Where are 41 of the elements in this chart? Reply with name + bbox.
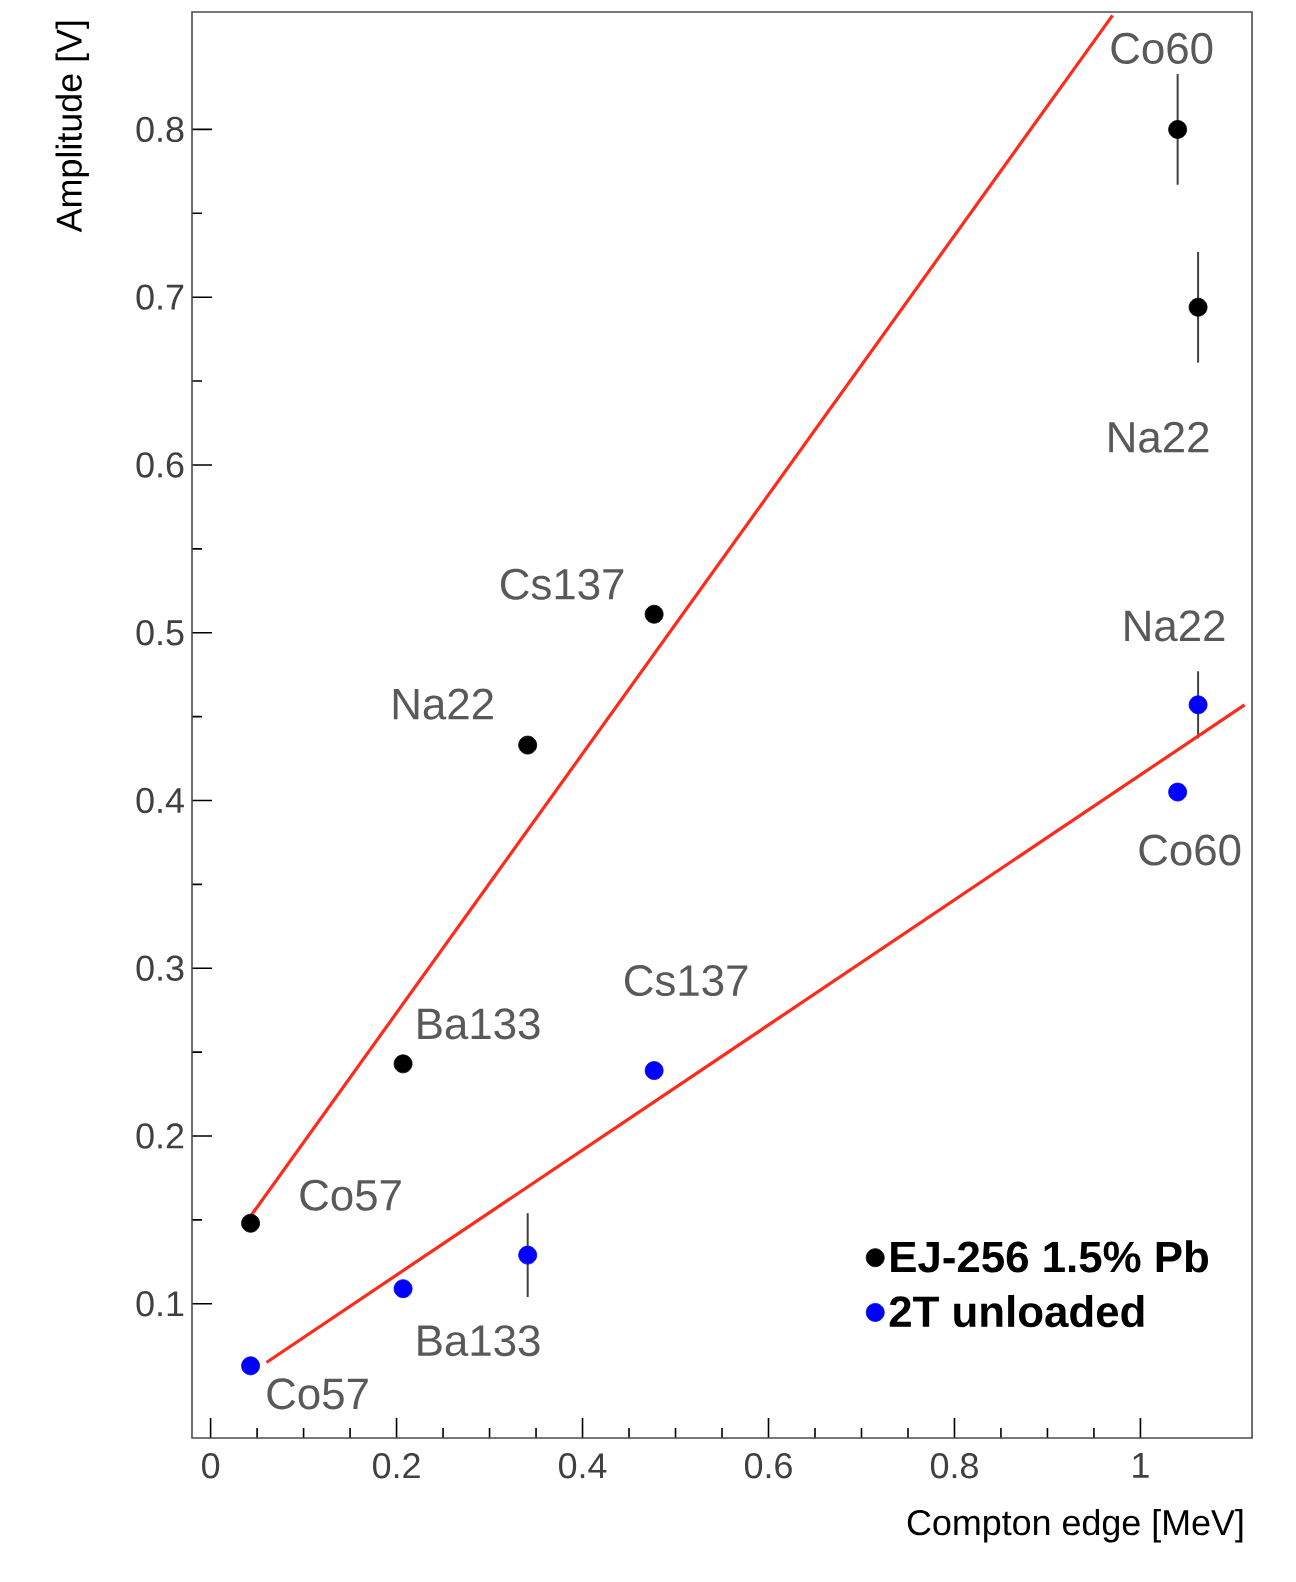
- annotation: Ba133: [418, 1325, 540, 1357]
- annotation: Co60: [1139, 834, 1241, 866]
- x-tick-label: 0.6: [744, 1453, 792, 1479]
- point: [1188, 297, 1208, 317]
- y-tick-label: 0.6: [136, 452, 184, 478]
- point: [393, 1054, 413, 1074]
- annotation: Na22: [1109, 421, 1209, 453]
- legend-label: 2T unloaded: [889, 1295, 1144, 1328]
- annotation: Cs137: [500, 568, 624, 600]
- annotation: Cs137: [624, 965, 748, 997]
- y-tick-label: 0.8: [136, 116, 184, 143]
- point: [241, 1356, 260, 1376]
- point: [644, 1061, 664, 1080]
- x-tick-label: 0.8: [930, 1453, 978, 1479]
- annotation: Na22: [393, 688, 493, 720]
- point: [241, 1213, 260, 1233]
- annotation: Co57: [300, 1179, 401, 1211]
- y-tick-label: 0.2: [136, 1123, 184, 1149]
- annotation: Co60: [1111, 32, 1213, 64]
- annotation: Co57: [267, 1378, 368, 1410]
- y-tick-label: 0.4: [136, 787, 184, 814]
- y-tick-label: 0.7: [136, 284, 184, 310]
- point: [518, 735, 538, 755]
- point: [393, 1279, 413, 1299]
- y-tick-label: 0.1: [136, 1291, 184, 1317]
- point: [1168, 782, 1188, 802]
- x-tick-label: 0.2: [373, 1453, 420, 1479]
- legend-label: EJ-256 1.5% Pb: [891, 1240, 1208, 1273]
- x-tick-label: 0.4: [559, 1453, 607, 1479]
- point: [644, 604, 664, 624]
- x-tick-label: 0: [202, 1453, 220, 1479]
- x-tick-label: 1: [1133, 1453, 1149, 1478]
- x-axis-title: Compton edge [MeV]: [907, 1509, 1243, 1543]
- y-tick-label: 0.5: [136, 619, 184, 646]
- point: [1168, 120, 1188, 139]
- annotation: Na22: [1125, 610, 1225, 642]
- y-axis-title: Amplitude [V]: [55, 21, 89, 233]
- y-tick-label: 0.3: [136, 955, 184, 981]
- point: [518, 1245, 538, 1265]
- annotation: Ba133: [418, 1008, 540, 1040]
- point: [1188, 695, 1208, 715]
